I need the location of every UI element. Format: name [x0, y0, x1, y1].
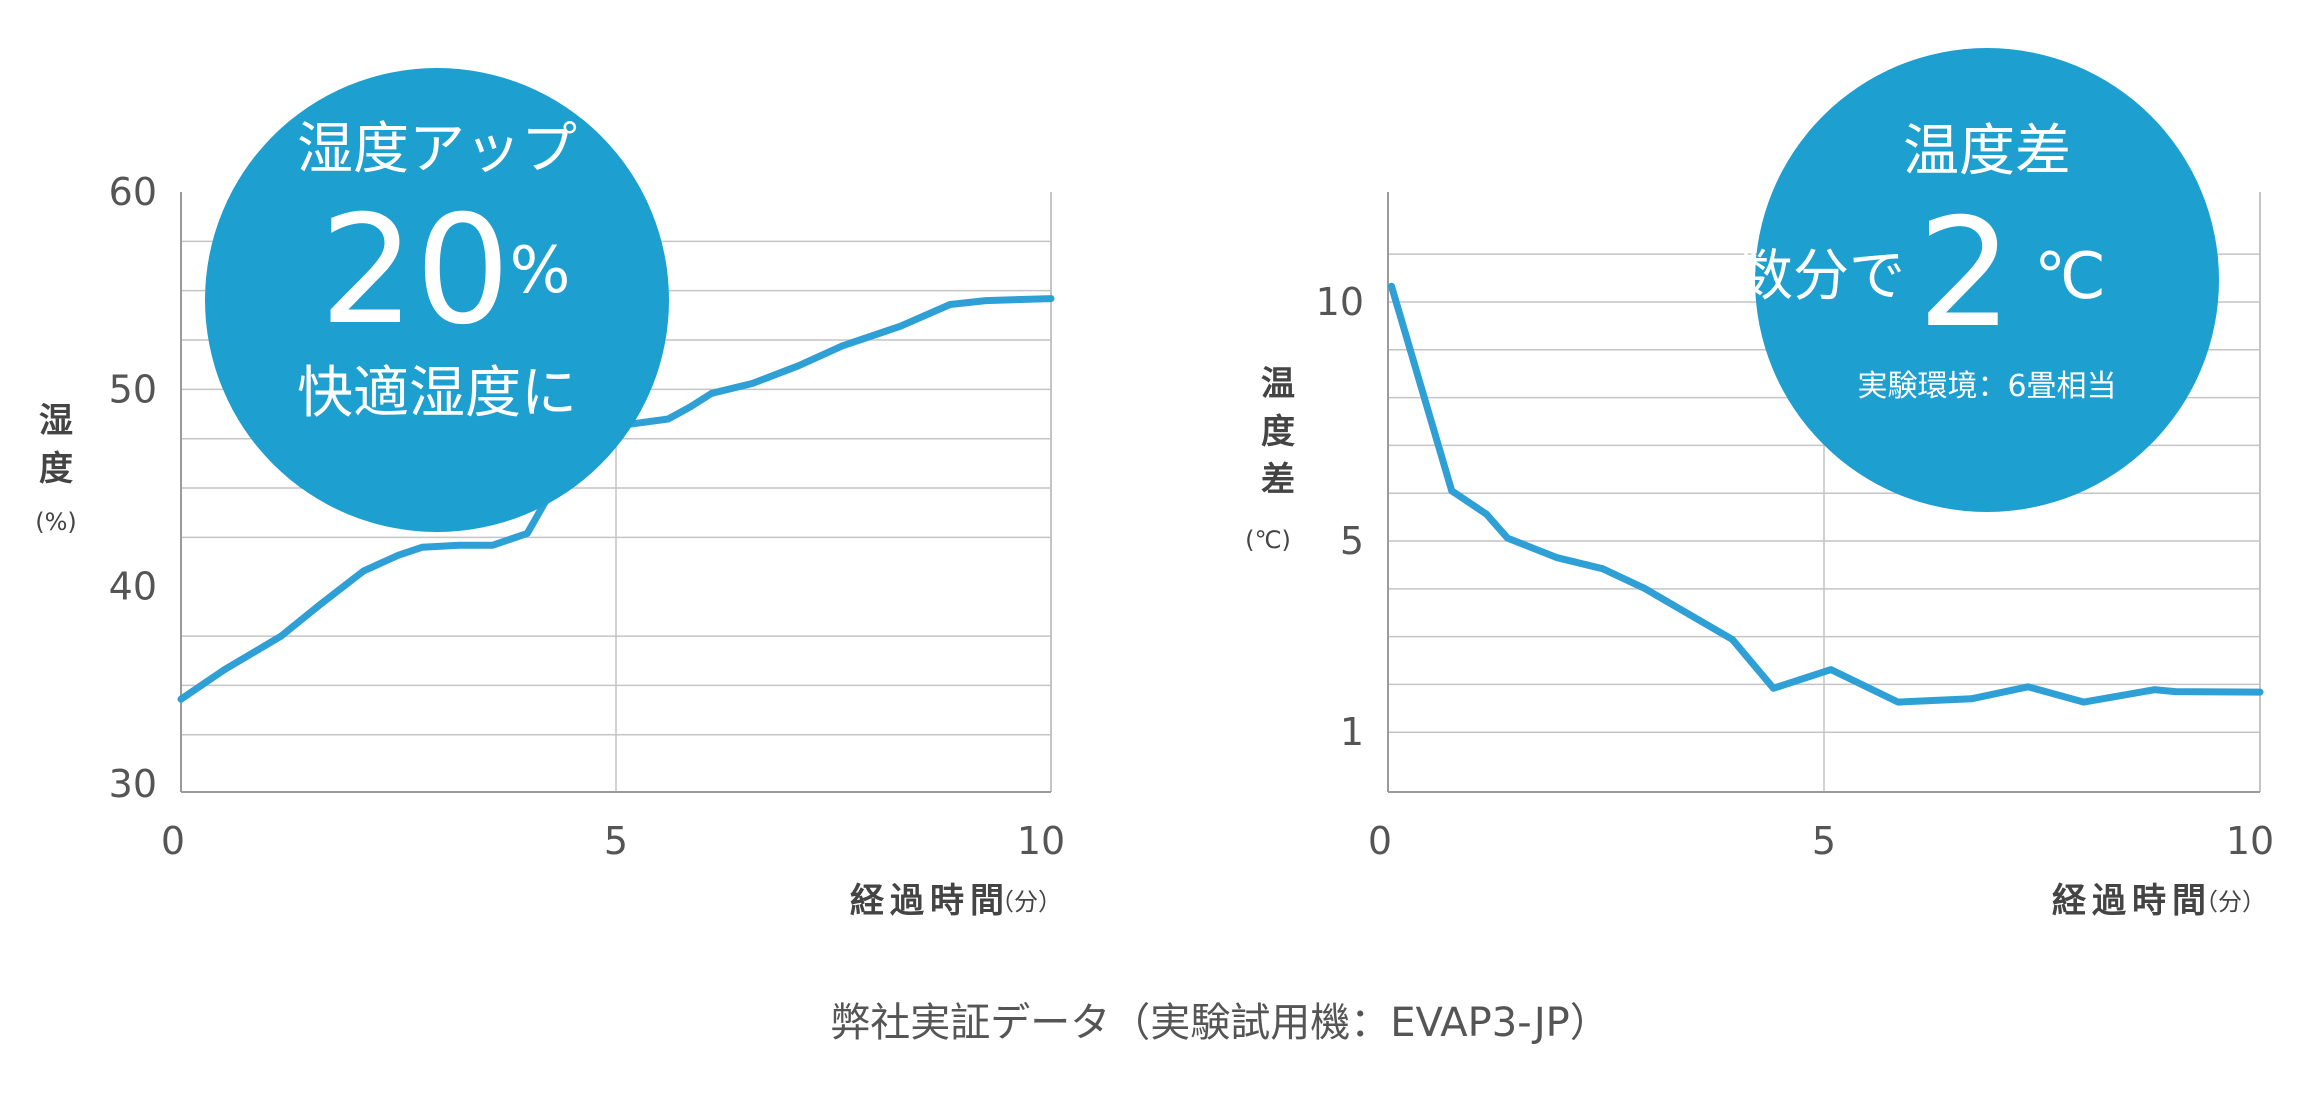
- series-line: [1388, 282, 2264, 706]
- temperature-badge: 温度差 数分で 2 ℃ 実験環境：6畳相当: [1737, 48, 2219, 512]
- x-tick-label: 10: [1017, 819, 1065, 863]
- badge-note: 実験環境：6畳相当: [1857, 369, 2116, 404]
- y-tick-label: 5: [1340, 519, 1364, 563]
- x-axis-title-humidity: 経過時間: [850, 881, 1010, 921]
- y-axis-title-temperature: 温度差: [1261, 364, 1295, 500]
- y-axis-unit-humidity: (%): [35, 508, 77, 536]
- x-axis-unit-humidity: （分）: [990, 888, 1062, 916]
- badge-value-unit: %: [510, 234, 571, 308]
- x-tick-label: 0: [161, 819, 185, 863]
- humidity-badge: 湿度アップ 20 % 快適湿度に: [205, 68, 669, 532]
- y-axis-unit-temperature: (℃): [1245, 526, 1291, 554]
- badge-title: 湿度アップ: [297, 117, 577, 182]
- badge-circle: [1755, 48, 2219, 512]
- x-tick-label: 0: [1368, 819, 1392, 863]
- x-tick-label: 5: [1812, 819, 1836, 863]
- badge-subtitle: 快適湿度に: [297, 361, 577, 426]
- badge-value: 2: [1917, 187, 2012, 361]
- y-tick-label: 30: [109, 762, 157, 806]
- badge-circle: [205, 68, 669, 532]
- badge-value: 20: [320, 184, 511, 358]
- x-tick-label: 5: [604, 819, 628, 863]
- badge-title: 温度差: [1903, 119, 2071, 184]
- y-axis-title-humidity: 湿度: [39, 401, 73, 489]
- x-axis-title-temperature: 経過時間: [2052, 881, 2212, 921]
- y-tick-label: 60: [109, 170, 157, 214]
- badge-value-unit: ℃: [2034, 240, 2106, 314]
- x-tick-label: 10: [2226, 819, 2274, 863]
- badge-prefix: 数分で: [1737, 244, 1905, 309]
- y-tick-label: 1: [1340, 710, 1364, 754]
- y-tick-label: 40: [109, 565, 157, 609]
- y-tick-label: 50: [109, 367, 157, 411]
- x-axis-unit-temperature: （分）: [2194, 888, 2266, 916]
- y-tick-label: 10: [1316, 280, 1364, 324]
- footer-caption: 弊社実証データ（実験試用機：EVAP3-JP）: [830, 1000, 1610, 1046]
